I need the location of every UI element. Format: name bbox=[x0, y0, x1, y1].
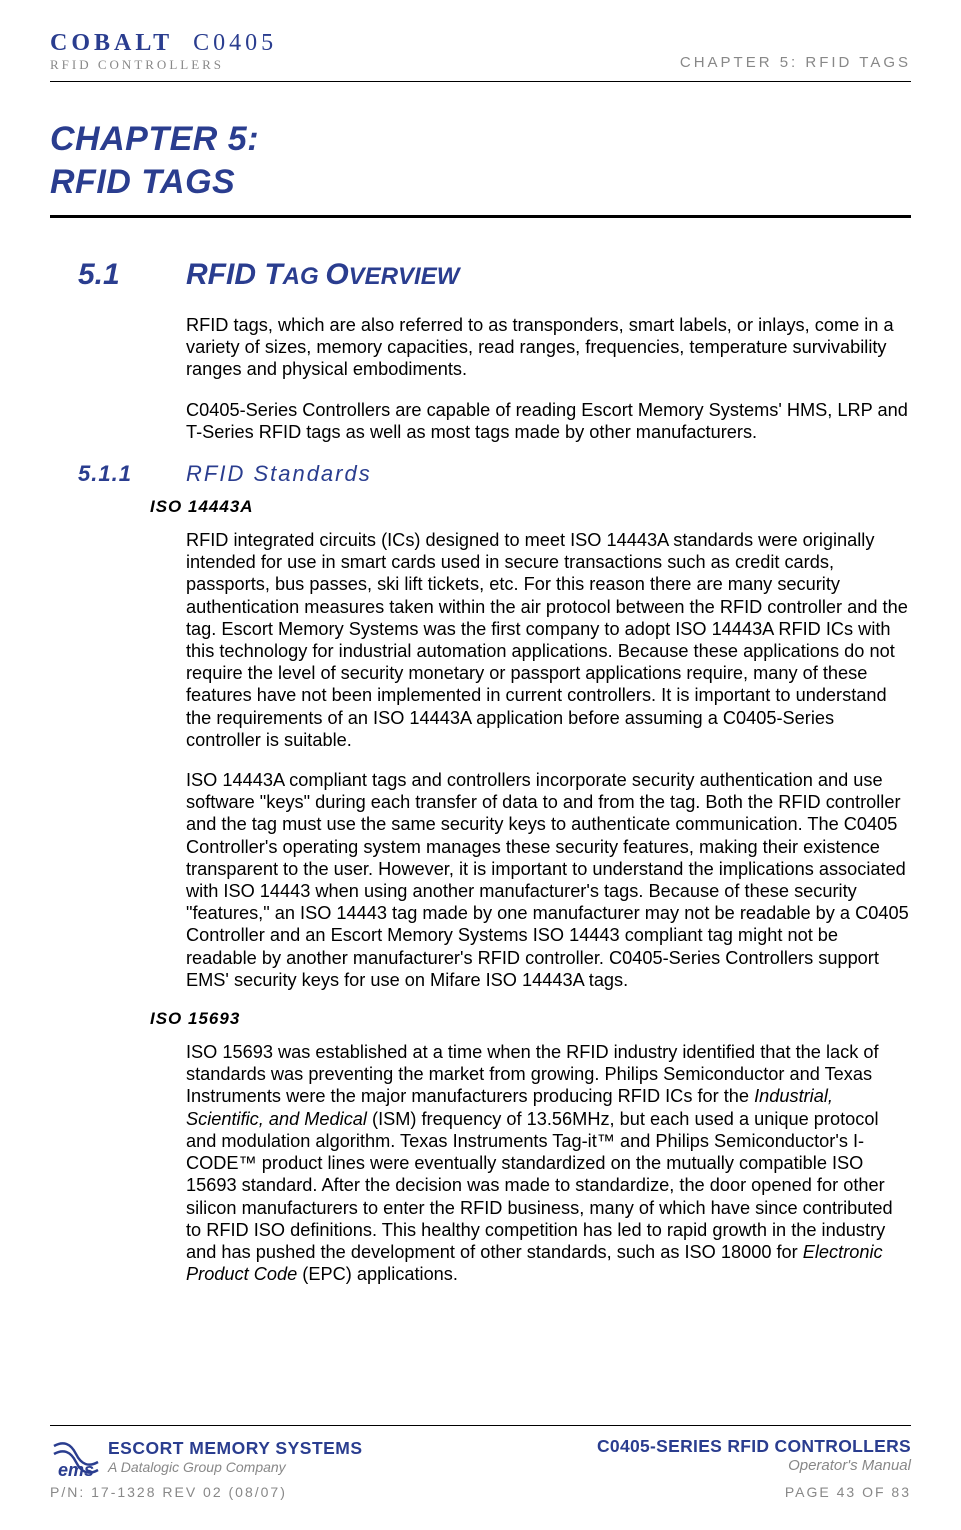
subsection-number: 5.1.1 bbox=[78, 461, 186, 487]
svg-text:ems: ems bbox=[58, 1460, 94, 1480]
footer-bottom: P/N: 17-1328 REV 02 (08/07) PAGE 43 OF 8… bbox=[50, 1484, 911, 1500]
header-rule bbox=[50, 81, 911, 82]
logo-line-1: COBALT C0405 bbox=[50, 30, 277, 57]
iso-14443a-heading: ISO 14443A bbox=[150, 497, 911, 517]
footer-right: C0405-SERIES RFID CONTROLLERS Operator's… bbox=[597, 1436, 911, 1474]
heading-part-b: AG bbox=[283, 263, 326, 290]
page-footer: ems ESCORT MEMORY SYSTEMS A Datalogic Gr… bbox=[50, 1425, 911, 1500]
chapter-title-line1: CHAPTER 5: bbox=[50, 118, 911, 161]
iso-14443a-paragraph-1: RFID integrated circuits (ICs) designed … bbox=[186, 529, 911, 751]
footer-company-sub: A Datalogic Group Company bbox=[108, 1459, 363, 1475]
logo-model: C0405 bbox=[193, 30, 277, 56]
section-heading: RFID TAG OVERVIEW bbox=[186, 258, 459, 292]
logo-brand: COBALT bbox=[50, 30, 173, 56]
iso-15693-text-b: (ISM) frequency of 13.56MHz, but each us… bbox=[186, 1109, 893, 1262]
page-header: COBALT C0405 RFID CONTROLLERS CHAPTER 5:… bbox=[50, 30, 911, 73]
footer-company-name: ESCORT MEMORY SYSTEMS bbox=[108, 1438, 363, 1459]
brand-logo: COBALT C0405 RFID CONTROLLERS bbox=[50, 30, 277, 73]
section-number: 5.1 bbox=[78, 258, 186, 292]
footer-product-name: C0405-SERIES RFID CONTROLLERS bbox=[597, 1436, 911, 1457]
header-chapter-label: CHAPTER 5: RFID TAGS bbox=[680, 30, 911, 71]
subsection-5-1-1-heading: 5.1.1 RFID Standards bbox=[78, 461, 911, 487]
iso-15693-text-c: (EPC) applications. bbox=[297, 1264, 458, 1284]
subsection-heading: RFID Standards bbox=[186, 461, 372, 487]
chapter-rule bbox=[50, 215, 911, 218]
section-5-1-heading: 5.1 RFID TAG OVERVIEW bbox=[78, 258, 911, 292]
footer-manual-label: Operator's Manual bbox=[597, 1457, 911, 1474]
chapter-title-line2: RFID TAGS bbox=[50, 161, 911, 204]
iso-15693-heading: ISO 15693 bbox=[150, 1009, 911, 1029]
heading-part-a: RFID T bbox=[186, 258, 283, 291]
ems-logo-icon: ems bbox=[50, 1436, 102, 1480]
heading-part-c: O bbox=[325, 258, 348, 291]
footer-left-text: ESCORT MEMORY SYSTEMS A Datalogic Group … bbox=[108, 1436, 363, 1475]
overview-paragraph-2: C0405-Series Controllers are capable of … bbox=[186, 399, 911, 443]
footer-row: ems ESCORT MEMORY SYSTEMS A Datalogic Gr… bbox=[50, 1436, 911, 1480]
overview-paragraph-1: RFID tags, which are also referred to as… bbox=[186, 314, 911, 381]
footer-left: ems ESCORT MEMORY SYSTEMS A Datalogic Gr… bbox=[50, 1436, 363, 1480]
iso-14443a-paragraph-2: ISO 14443A compliant tags and controller… bbox=[186, 769, 911, 991]
iso-15693-paragraph-1: ISO 15693 was established at a time when… bbox=[186, 1041, 911, 1285]
logo-subtitle: RFID CONTROLLERS bbox=[50, 57, 277, 73]
chapter-title: CHAPTER 5: RFID TAGS bbox=[50, 118, 911, 203]
heading-part-d: VERVIEW bbox=[349, 263, 460, 290]
footer-rule bbox=[50, 1425, 911, 1426]
footer-part-number: P/N: 17-1328 REV 02 (08/07) bbox=[50, 1484, 287, 1500]
footer-page-number: PAGE 43 OF 83 bbox=[785, 1484, 911, 1500]
